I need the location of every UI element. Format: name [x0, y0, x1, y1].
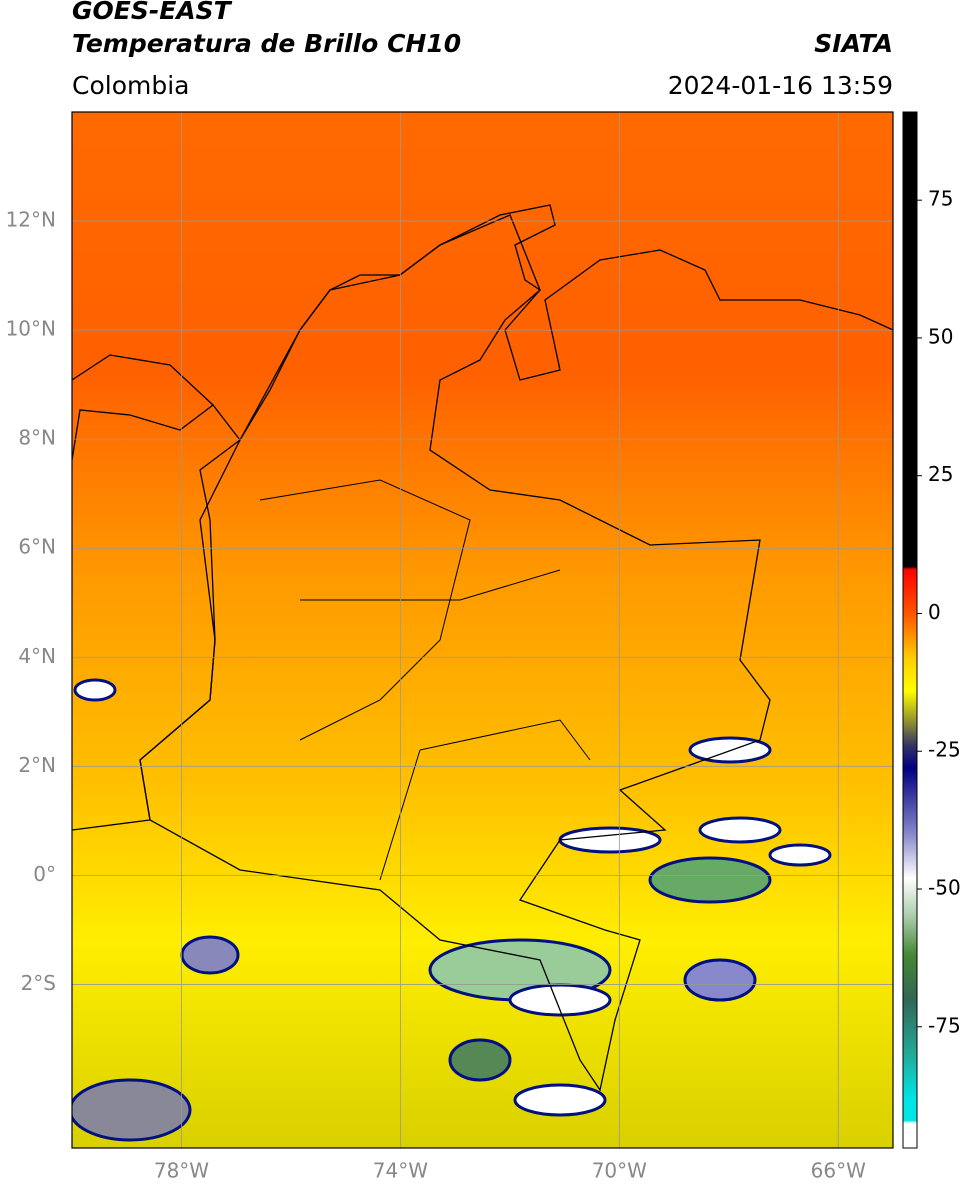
x-tick-label: 78°W — [154, 1159, 209, 1183]
colorbar-tick-label: 25 — [928, 462, 953, 486]
y-tick-label: 6°N — [18, 535, 56, 559]
colorbar-tick-label: -50 — [928, 876, 961, 900]
colorbar-tick-label: -25 — [928, 738, 961, 762]
graticule — [72, 112, 893, 1148]
source: SIATA — [814, 29, 893, 58]
timestamp: 2024-01-16 13:59 — [668, 71, 893, 100]
colombia-border — [139, 214, 771, 1092]
region: Colombia — [72, 71, 189, 100]
map-frame — [71, 111, 894, 1149]
x-tick-label: 70°W — [592, 1159, 647, 1183]
y-tick-label: 8°N — [18, 426, 56, 450]
x-tick-label: 66°W — [811, 1159, 866, 1183]
y-tick-label: 0° — [33, 862, 56, 886]
colorbar-tick-label: 50 — [928, 324, 953, 348]
y-tick-label: 10°N — [6, 317, 56, 341]
colorbar-tick-label: 0 — [928, 600, 941, 624]
y-tick-label: 2°N — [18, 753, 56, 777]
subtitle: Temperatura de Brillo CH10 — [72, 29, 461, 58]
x-tick-label: 74°W — [373, 1159, 428, 1183]
y-tick-label: 4°N — [18, 644, 56, 668]
y-tick-label: 12°N — [6, 208, 56, 232]
title: GOES-EAST — [72, 0, 233, 25]
department-borders — [259, 479, 591, 881]
y-tick-label: 2°S — [21, 971, 56, 995]
cold-clouds — [72, 678, 832, 1142]
colorbar-tick-label: -75 — [928, 1013, 961, 1037]
colorbar-tick-label: 75 — [928, 187, 953, 211]
colorbar — [902, 111, 918, 1149]
map-field — [72, 112, 893, 1148]
